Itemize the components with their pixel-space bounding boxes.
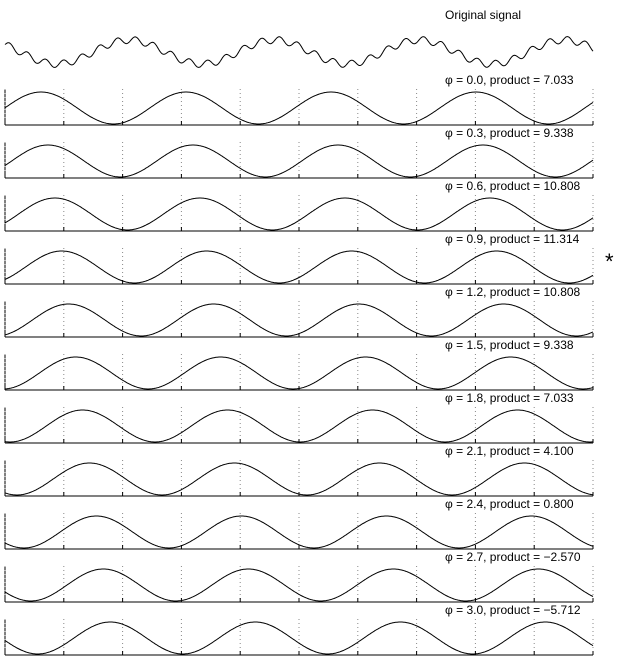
- phase-curve: [4, 515, 594, 549]
- panel-label: φ = 2.4, product = 0.800: [445, 497, 574, 511]
- panel-label: φ = 0.0, product = 7.033: [445, 73, 574, 87]
- panel-label: φ = 0.6, product = 10.808: [445, 179, 581, 193]
- phase-curve: [4, 91, 594, 125]
- phase-curve: [5, 356, 594, 390]
- phase-curve: [4, 621, 594, 655]
- phase-curve: [4, 462, 594, 496]
- best-marker: *: [605, 249, 614, 274]
- panel-label: φ = 2.7, product = −2.570: [445, 550, 581, 564]
- panel-label: φ = 0.9, product = 11.314: [445, 232, 580, 246]
- phase-curve: [4, 197, 594, 231]
- phase-curve: [4, 144, 594, 178]
- original-signal: [4, 36, 594, 68]
- panel-label: φ = 1.2, product = 10.808: [445, 285, 581, 299]
- panel-label: φ = 0.3, product = 9.338: [445, 126, 574, 140]
- phase-curve: [4, 568, 594, 602]
- panel-label: φ = 1.8, product = 7.033: [445, 391, 574, 405]
- phase-curve: [4, 409, 593, 443]
- panel-label: φ = 3.0, product = −5.712: [445, 603, 581, 617]
- panel-label: φ = 1.5, product = 9.338: [445, 338, 574, 352]
- phase-curve: [4, 303, 594, 337]
- panel-label: φ = 2.1, product = 4.100: [445, 444, 574, 458]
- phase-curve: [4, 250, 594, 284]
- signal-title: Original signal: [445, 8, 521, 22]
